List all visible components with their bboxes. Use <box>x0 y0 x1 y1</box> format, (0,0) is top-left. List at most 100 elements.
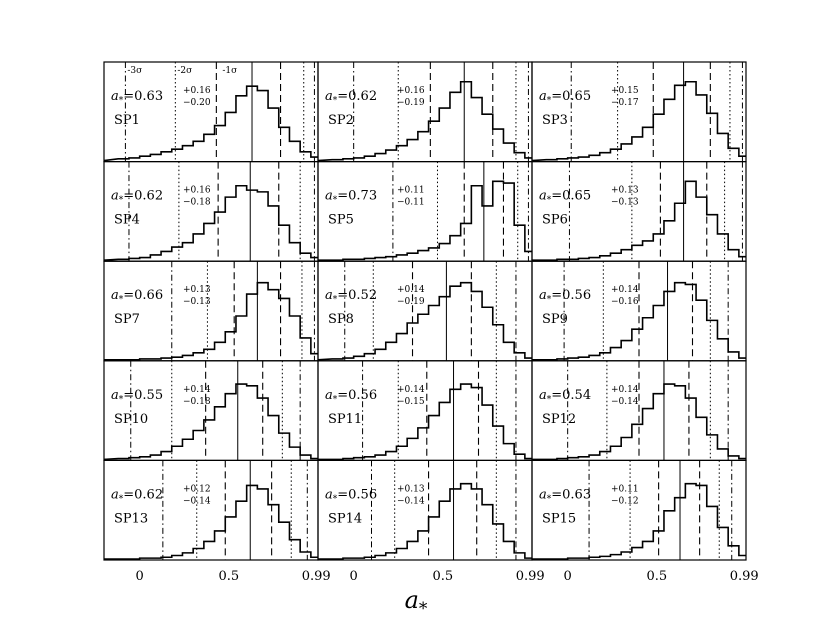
a-star-subscript: * <box>119 96 124 106</box>
upper-error: +0.13 <box>611 186 639 196</box>
panel-label: SP9 <box>542 312 568 327</box>
upper-error: +0.14 <box>611 285 639 295</box>
panel-frame <box>531 161 747 262</box>
a-star-value: =0.62 <box>123 189 163 204</box>
a-star-value: =0.55 <box>123 388 163 403</box>
a-star-subscript: * <box>333 494 338 504</box>
a-star-value: =0.66 <box>123 288 163 303</box>
a-star-symbol: a <box>325 487 333 502</box>
panel-sp2: a*=0.62 +0.16 −0.19 SP2 <box>317 61 533 163</box>
panel-label: SP11 <box>328 412 362 427</box>
lower-error: −0.15 <box>397 397 425 407</box>
a-star-value: =0.56 <box>337 487 377 502</box>
panel-annotation: a*=0.52 <box>325 288 377 305</box>
a-star-value: =0.63 <box>123 89 163 104</box>
x-tick-label: 0.99 <box>516 569 545 584</box>
panel-annotation: a*=0.63 <box>539 487 591 504</box>
histogram-sp6 <box>532 180 746 261</box>
panel-frame <box>531 459 747 561</box>
histogram-sp4 <box>104 184 318 261</box>
panel-frame <box>317 61 533 163</box>
x-axis-label-symbol: a <box>405 586 419 614</box>
panel-frame <box>103 161 319 262</box>
histogram-sp5 <box>318 180 532 261</box>
lower-error: −0.18 <box>183 397 211 407</box>
panel-frame <box>317 459 533 561</box>
a-star-value: =0.73 <box>337 189 377 204</box>
sigma-label: -1σ <box>222 66 237 76</box>
a-star-symbol: a <box>539 388 547 403</box>
a-star-symbol: a <box>325 288 333 303</box>
histogram-sp2 <box>318 80 532 162</box>
x-tick-label: 0 <box>350 569 358 584</box>
upper-error: +0.15 <box>611 86 639 96</box>
panel-label: SP13 <box>114 511 148 526</box>
a-star-value: =0.65 <box>551 89 591 104</box>
panel-sp10: a*=0.55 +0.14 −0.18 SP10 <box>103 360 319 461</box>
panel-label: SP1 <box>114 113 140 128</box>
panel-sp11: a*=0.56 +0.14 −0.15 SP11 <box>317 360 533 461</box>
a-star-symbol: a <box>539 288 547 303</box>
panel-sp13: a*=0.62 +0.12 −0.14 SP13 <box>103 459 319 561</box>
upper-error: +0.16 <box>397 86 425 96</box>
panel-annotation: a*=0.65 <box>539 189 591 206</box>
a-star-subscript: * <box>119 494 124 504</box>
histogram-sp11 <box>318 383 532 461</box>
a-star-subscript: * <box>333 96 338 106</box>
a-star-subscript: * <box>547 196 552 206</box>
panel-frame <box>103 360 319 461</box>
panel-label: SP6 <box>542 213 568 228</box>
a-star-value: =0.56 <box>337 388 377 403</box>
panel-annotation: a*=0.62 <box>111 189 163 206</box>
a-star-subscript: * <box>333 295 338 305</box>
panel-annotation: a*=0.62 <box>111 487 163 504</box>
a-star-value: =0.54 <box>551 388 591 403</box>
panel-frame <box>317 161 533 262</box>
a-star-value: =0.62 <box>123 487 163 502</box>
a-star-symbol: a <box>111 189 119 204</box>
panel-frame <box>317 360 533 461</box>
panel-annotation: a*=0.54 <box>539 388 591 405</box>
x-tick-label: 0.5 <box>646 569 667 584</box>
panel-frame <box>317 260 533 362</box>
panel-sp3: a*=0.65 +0.15 −0.17 SP3 <box>531 61 747 163</box>
a-star-symbol: a <box>539 487 547 502</box>
panel-label: SP10 <box>114 412 148 427</box>
a-star-symbol: a <box>111 288 119 303</box>
x-tick-label: 0.5 <box>432 569 453 584</box>
a-star-symbol: a <box>111 388 119 403</box>
sigma-label: -2σ <box>177 66 192 76</box>
a-star-symbol: a <box>539 189 547 204</box>
sigma-label: -3σ <box>127 66 142 76</box>
histogram-sp3 <box>532 80 746 162</box>
histogram-sp13 <box>104 484 318 560</box>
panel-annotation: a*=0.56 <box>325 388 377 405</box>
panel-label: SP8 <box>328 312 354 327</box>
upper-error: +0.11 <box>397 186 425 196</box>
panel-label: SP5 <box>328 213 354 228</box>
lower-error: −0.19 <box>397 98 425 108</box>
lower-error: −0.20 <box>183 98 211 108</box>
upper-error: +0.14 <box>183 385 211 395</box>
lower-error: −0.14 <box>397 496 425 506</box>
x-tick-label: 0.99 <box>302 569 331 584</box>
a-star-subscript: * <box>547 494 552 504</box>
x-tick-label: 0 <box>564 569 572 584</box>
panel-label: SP12 <box>542 412 576 427</box>
a-star-value: =0.65 <box>551 189 591 204</box>
panel-frame <box>531 61 747 163</box>
lower-error: −0.12 <box>611 496 639 506</box>
a-star-subscript: * <box>333 196 338 206</box>
lower-error: −0.13 <box>611 198 639 208</box>
panel-annotation: a*=0.65 <box>539 89 591 106</box>
panel-sp4: a*=0.62 +0.16 −0.18 SP4 <box>103 161 319 262</box>
lower-error: −0.14 <box>611 397 639 407</box>
x-tick-labels: 0 0.5 0.99 0 0.5 0.99 0 0.5 0.99 <box>136 569 759 584</box>
panel-label: SP15 <box>542 511 576 526</box>
a-star-subscript: * <box>119 196 124 206</box>
a-star-value: =0.56 <box>551 288 591 303</box>
a-star-symbol: a <box>111 89 119 104</box>
histogram-sp10 <box>104 383 318 461</box>
lower-error: −0.14 <box>183 496 211 506</box>
